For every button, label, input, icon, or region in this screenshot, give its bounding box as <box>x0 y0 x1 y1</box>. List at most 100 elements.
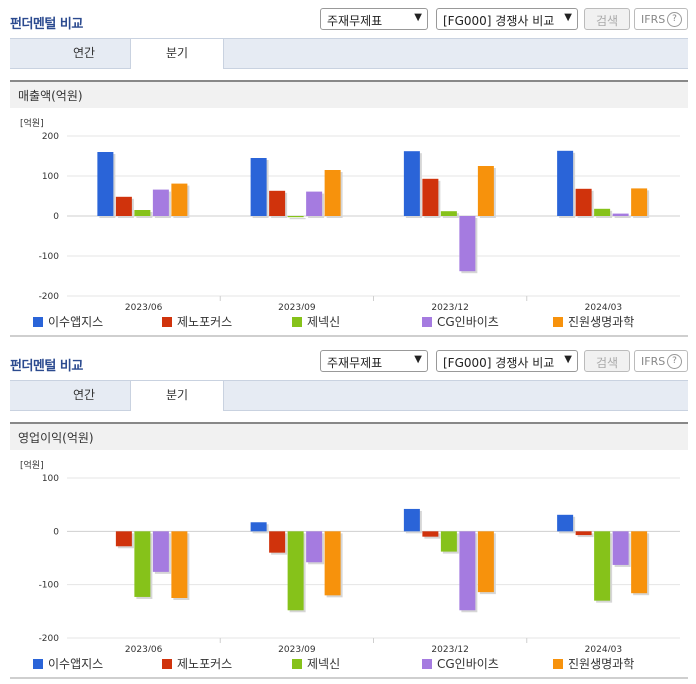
search-button[interactable]: 검색 <box>584 350 630 372</box>
search-button[interactable]: 검색 <box>584 8 630 30</box>
y-tick-label: -100 <box>39 581 60 591</box>
legend-label: 제넥신 <box>307 315 341 329</box>
legend-item[interactable]: 제노포커스 <box>162 313 232 330</box>
compare-select[interactable]: [FG000] 경쟁사 비교 ▼ <box>436 8 578 30</box>
x-tick-label: 2024/03 <box>585 645 622 652</box>
bar <box>152 189 169 216</box>
bar <box>324 170 341 216</box>
statement-select-value: 주재무제표 <box>327 356 383 370</box>
bar <box>171 531 188 598</box>
bar <box>631 188 648 216</box>
statement-select[interactable]: 주재무제표 ▼ <box>320 350 428 372</box>
metric-title: 영업이익(억원) <box>10 422 688 450</box>
bar <box>557 514 574 532</box>
legend-swatch <box>162 317 172 327</box>
bar <box>134 531 151 597</box>
legend-item[interactable]: CG인바이츠 <box>422 313 499 330</box>
y-tick-label: 0 <box>53 527 59 537</box>
statement-select[interactable]: 주재무제표 ▼ <box>320 8 428 30</box>
legend-swatch <box>422 317 432 327</box>
y-tick-label: 200 <box>42 132 59 142</box>
ifrs-button[interactable]: IFRS ? <box>634 8 688 30</box>
bar <box>403 151 420 216</box>
statement-select-value: 주재무제표 <box>327 14 383 28</box>
divider <box>10 677 688 679</box>
ifrs-button[interactable]: IFRS ? <box>634 350 688 372</box>
bar <box>134 210 151 216</box>
chevron-down-icon: ▼ <box>564 12 572 23</box>
legend-label: 진원생명과학 <box>568 315 635 329</box>
legend-swatch <box>292 317 302 327</box>
y-unit-label: [억원] <box>20 117 44 129</box>
period-tabs: 연간 분기 <box>10 380 688 411</box>
x-tick-label: 2023/06 <box>125 645 163 652</box>
bar <box>557 150 574 216</box>
bar <box>152 531 169 572</box>
ifrs-label: IFRS <box>641 355 666 368</box>
bar <box>324 531 341 596</box>
bar-shadow <box>614 215 631 218</box>
bar <box>440 531 457 552</box>
compare-select[interactable]: [FG000] 경쟁사 비교 ▼ <box>436 350 578 372</box>
y-tick-label: -200 <box>39 292 60 302</box>
bar <box>269 531 286 553</box>
legend-item[interactable]: 제넥신 <box>292 313 340 330</box>
tab-annual[interactable]: 연간 <box>72 388 96 402</box>
bar <box>575 531 592 536</box>
legend-item[interactable]: 이수앱지스 <box>33 313 103 330</box>
legend-label: CG인바이츠 <box>437 315 499 329</box>
legend-swatch <box>553 659 563 669</box>
y-tick-label: -200 <box>39 634 60 644</box>
legend: 이수앱지스 제노포커스 제넥신 CG인바이츠 진원생명과학 <box>0 313 696 329</box>
tab-annual[interactable]: 연간 <box>72 46 96 60</box>
compare-select-value: [FG000] 경쟁사 비교 <box>443 356 555 370</box>
tab-quarter[interactable]: 분기 <box>130 39 224 69</box>
legend-item[interactable]: 진원생명과학 <box>553 313 634 330</box>
page-title: 펀더멘털 비교 <box>10 17 83 32</box>
revenue-chart: [억원] 200 100 0 -100 -200 2023/06 2023/09 2023/12… <box>20 117 680 310</box>
y-tick-label: 0 <box>53 212 59 222</box>
legend-swatch <box>162 659 172 669</box>
legend-swatch <box>292 659 302 669</box>
legend-label: CG인바이츠 <box>437 657 499 671</box>
chevron-down-icon: ▼ <box>414 12 422 23</box>
legend-swatch <box>553 317 563 327</box>
divider <box>10 335 688 337</box>
legend-label: 진원생명과학 <box>568 657 635 671</box>
tab-quarter[interactable]: 분기 <box>130 381 224 411</box>
bar <box>306 191 323 216</box>
bar <box>459 216 476 272</box>
help-icon: ? <box>667 354 682 369</box>
legend-item[interactable]: 진원생명과학 <box>553 655 634 672</box>
chevron-down-icon: ▼ <box>564 354 572 365</box>
bar <box>612 213 629 216</box>
bar <box>306 531 323 563</box>
bar-shadow <box>289 218 306 220</box>
x-tick-label: 2023/12 <box>431 645 468 652</box>
panel-operating-profit: 펀더멘털 비교 주재무제표 ▼ [FG000] 경쟁사 비교 ▼ 검색 IFRS… <box>0 342 696 684</box>
bar <box>250 158 267 216</box>
bar <box>287 531 304 611</box>
bar <box>422 178 439 216</box>
legend-item[interactable]: CG인바이츠 <box>422 655 499 672</box>
y-tick-label: 100 <box>42 172 59 182</box>
bar <box>631 531 648 594</box>
bar <box>171 183 188 216</box>
bar <box>477 166 494 216</box>
bar <box>115 196 132 216</box>
x-tick-label: 2023/09 <box>278 303 316 310</box>
legend-label: 제넥신 <box>307 657 341 671</box>
chevron-down-icon: ▼ <box>414 354 422 365</box>
legend-item[interactable]: 제넥신 <box>292 655 340 672</box>
x-tick-label: 2023/12 <box>431 303 468 310</box>
bar <box>575 188 592 216</box>
bar <box>459 531 476 611</box>
panel-revenue: 펀더멘털 비교 주재무제표 ▼ [FG000] 경쟁사 비교 ▼ 검색 IFRS… <box>0 8 696 337</box>
legend-item[interactable]: 이수앱지스 <box>33 655 103 672</box>
operating-profit-chart: [억원] 100 0 -100 -200 2023/06 2023/09 2023/12 202… <box>20 459 680 652</box>
bar <box>287 216 304 218</box>
bar <box>403 508 420 532</box>
legend-item[interactable]: 제노포커스 <box>162 655 232 672</box>
compare-select-value: [FG000] 경쟁사 비교 <box>443 14 555 28</box>
help-icon: ? <box>667 12 682 27</box>
